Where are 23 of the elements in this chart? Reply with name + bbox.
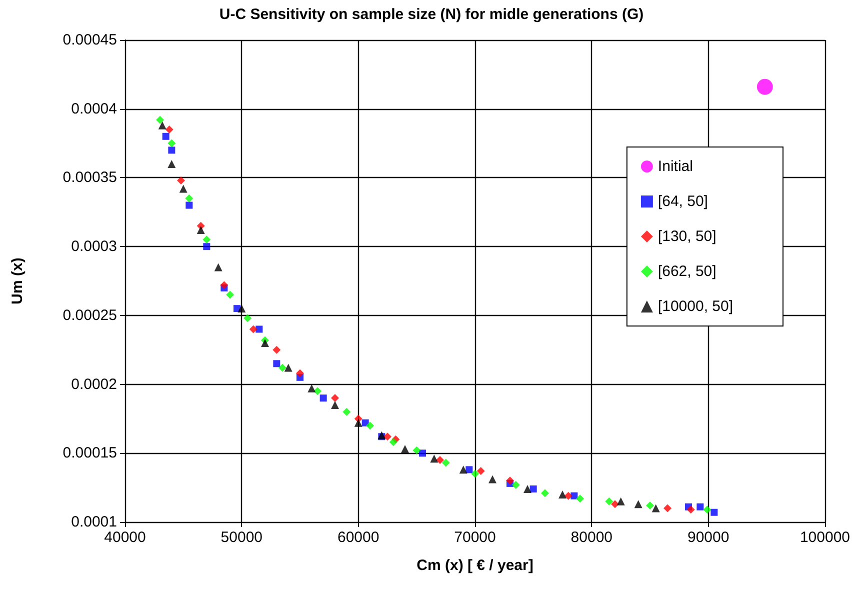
y-tick-label: 0.0002 bbox=[71, 376, 117, 393]
y-tick-label: 0.00015 bbox=[62, 444, 117, 462]
x-tick-label: 70000 bbox=[454, 529, 496, 546]
x-tick-label: 80000 bbox=[570, 529, 613, 546]
y-tick-label: 0.00025 bbox=[62, 306, 117, 324]
y-tick-label: 0.0003 bbox=[71, 238, 117, 256]
y-axis-title: Um (x) bbox=[9, 258, 26, 304]
x-tick-label: 50000 bbox=[220, 529, 263, 546]
legend-label: [662, 50] bbox=[658, 263, 716, 280]
x-tick-label: 40000 bbox=[104, 529, 146, 546]
legend-label: Initial bbox=[658, 158, 693, 175]
y-tick-label: 0.00035 bbox=[62, 169, 117, 186]
y-tick-label: 0.00045 bbox=[62, 32, 117, 48]
x-axis-title: Cm (x) [ € / year] bbox=[416, 557, 534, 574]
legend-label: [10000, 50] bbox=[658, 298, 734, 315]
y-tick-label: 0.0001 bbox=[71, 514, 117, 530]
y-tick-label: 0.0004 bbox=[71, 100, 117, 118]
x-tick-label: 60000 bbox=[337, 529, 380, 546]
x-tick-label: 100000 bbox=[800, 529, 850, 546]
legend-label: [64, 50] bbox=[658, 193, 708, 210]
x-tick-label: 90000 bbox=[687, 529, 730, 546]
chart-title: U-C Sensitivity on sample size (N) for midle generations (G) bbox=[219, 6, 644, 23]
legend-label: [130, 50] bbox=[658, 228, 716, 245]
